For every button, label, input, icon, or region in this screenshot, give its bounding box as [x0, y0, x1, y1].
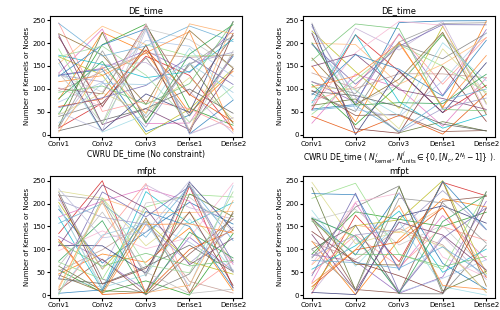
Y-axis label: Number of Kernels or Nodes: Number of Kernels or Nodes	[276, 188, 282, 286]
Title: DE_time: DE_time	[382, 7, 416, 16]
Y-axis label: Number of Kernels or Nodes: Number of Kernels or Nodes	[24, 27, 30, 125]
Title: mfpt: mfpt	[136, 167, 156, 176]
Y-axis label: Number of Kernels or Nodes: Number of Kernels or Nodes	[24, 188, 30, 286]
Y-axis label: Number of Kernels or Nodes: Number of Kernels or Nodes	[276, 27, 282, 125]
Title: DE_time: DE_time	[128, 7, 164, 16]
Text: CWRU DE_time ( $N^i_{\rm kernel}$, $N^j_{\rm units} \in \{0,[N_c,2^{N_J}-1]\}$ ): CWRU DE_time ( $N^i_{\rm kernel}$, $N^j_…	[302, 149, 496, 166]
Text: CWRU DE_time (No constraint): CWRU DE_time (No constraint)	[87, 149, 205, 158]
Title: mfpt: mfpt	[389, 167, 409, 176]
